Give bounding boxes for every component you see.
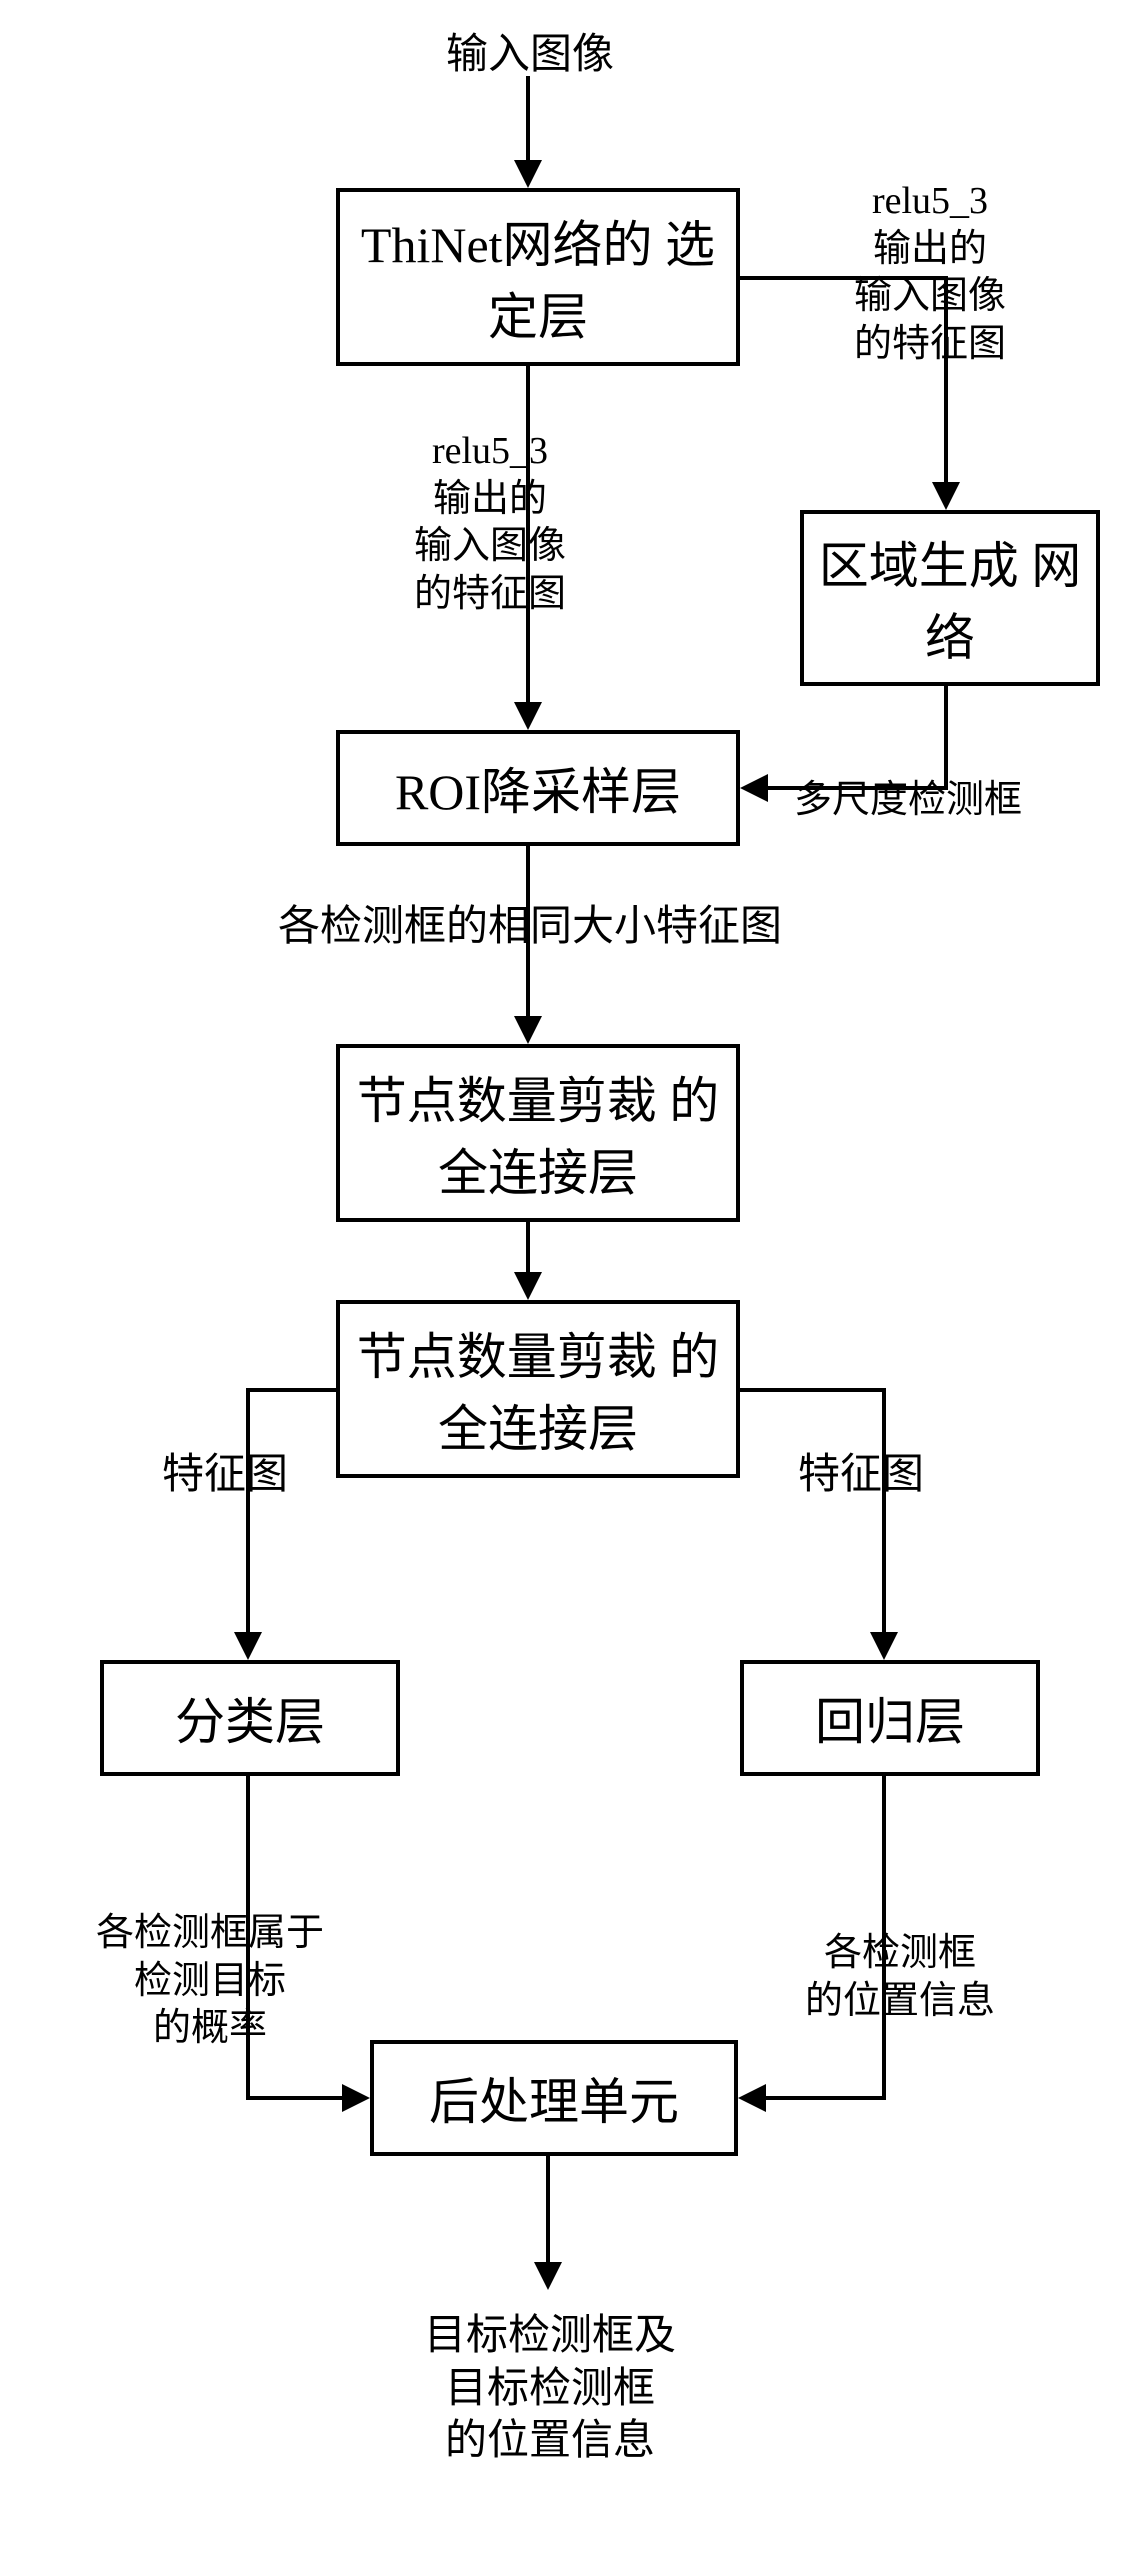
arrow-fc2-reg-h [740, 1388, 886, 1392]
arrow-reg-post-v [882, 1776, 886, 2100]
post-box: 后处理单元 [370, 2040, 738, 2156]
reg-text: 回归层 [815, 1682, 965, 1754]
arrow-fc2-cls-head [234, 1632, 262, 1660]
relu-label-b: relu5_3 输出的 输入图像 的特征图 [380, 428, 600, 618]
arrow-reg-post-h [764, 2096, 886, 2100]
thinet-box: ThiNet网络的 选定层 [336, 188, 740, 366]
cls-box: 分类层 [100, 1660, 400, 1776]
arrow-roi-fc1-head [514, 1016, 542, 1044]
feature-right-label: 特征图 [786, 1440, 936, 1501]
rpn-box: 区域生成 网络 [800, 510, 1100, 686]
arrow-reg-post-head [738, 2084, 766, 2112]
multi-scale-label: 多尺度检测框 [768, 768, 1048, 823]
fc2-text: 节点数量剪裁 的全连接层 [348, 1317, 728, 1461]
arrow-fc2-reg-head [870, 1632, 898, 1660]
arrow-input-thinet [526, 76, 530, 164]
cls-text: 分类层 [175, 1682, 325, 1754]
arrow-fc2-cls-v [246, 1388, 250, 1636]
fc1-text: 节点数量剪裁 的全连接层 [348, 1061, 728, 1205]
arrow-thinet-roi [526, 366, 530, 706]
feature-left-label: 特征图 [150, 1440, 300, 1501]
arrow-post-out-head [534, 2262, 562, 2290]
arrow-thinet-rpn-head [932, 482, 960, 510]
fc2-box: 节点数量剪裁 的全连接层 [336, 1300, 740, 1478]
same-size-label: 各检测框的相同大小特征图 [230, 892, 830, 953]
arrow-cls-post-head [342, 2084, 370, 2112]
prob-label: 各检测框属于 检测目标 的概率 [60, 1910, 360, 2053]
relu-label-a: relu5_3 输出的 输入图像 的特征图 [820, 178, 1040, 368]
arrow-input-thinet-head [514, 160, 542, 188]
arrow-fc2-reg-v [882, 1388, 886, 1636]
arrow-rpn-roi-v [944, 686, 948, 790]
arrow-thinet-rpn-h [740, 276, 948, 280]
roi-text: ROI降采样层 [395, 752, 681, 824]
roi-box: ROI降采样层 [336, 730, 740, 846]
pos-label: 各检测框 的位置信息 [780, 1930, 1020, 2025]
arrow-thinet-rpn-v [944, 276, 948, 486]
arrow-fc1-fc2-head [514, 1272, 542, 1300]
input-label: 输入图像 [420, 20, 640, 81]
arrow-fc2-cls-h [246, 1388, 336, 1392]
post-text: 后处理单元 [429, 2062, 679, 2134]
fc1-box: 节点数量剪裁 的全连接层 [336, 1044, 740, 1222]
output-label: 目标检测框及 目标检测框 的位置信息 [400, 2310, 700, 2468]
arrow-thinet-roi-head [514, 702, 542, 730]
arrow-cls-post-h [246, 2096, 346, 2100]
rpn-text: 区域生成 网络 [812, 526, 1088, 670]
arrow-fc1-fc2 [526, 1222, 530, 1276]
arrow-rpn-roi-head [740, 774, 768, 802]
thinet-text: ThiNet网络的 选定层 [348, 205, 728, 349]
arrow-post-out [546, 2156, 550, 2266]
arrow-roi-fc1 [526, 846, 530, 1020]
reg-box: 回归层 [740, 1660, 1040, 1776]
arrow-rpn-roi-h [766, 786, 948, 790]
arrow-cls-post-v [246, 1776, 250, 2100]
